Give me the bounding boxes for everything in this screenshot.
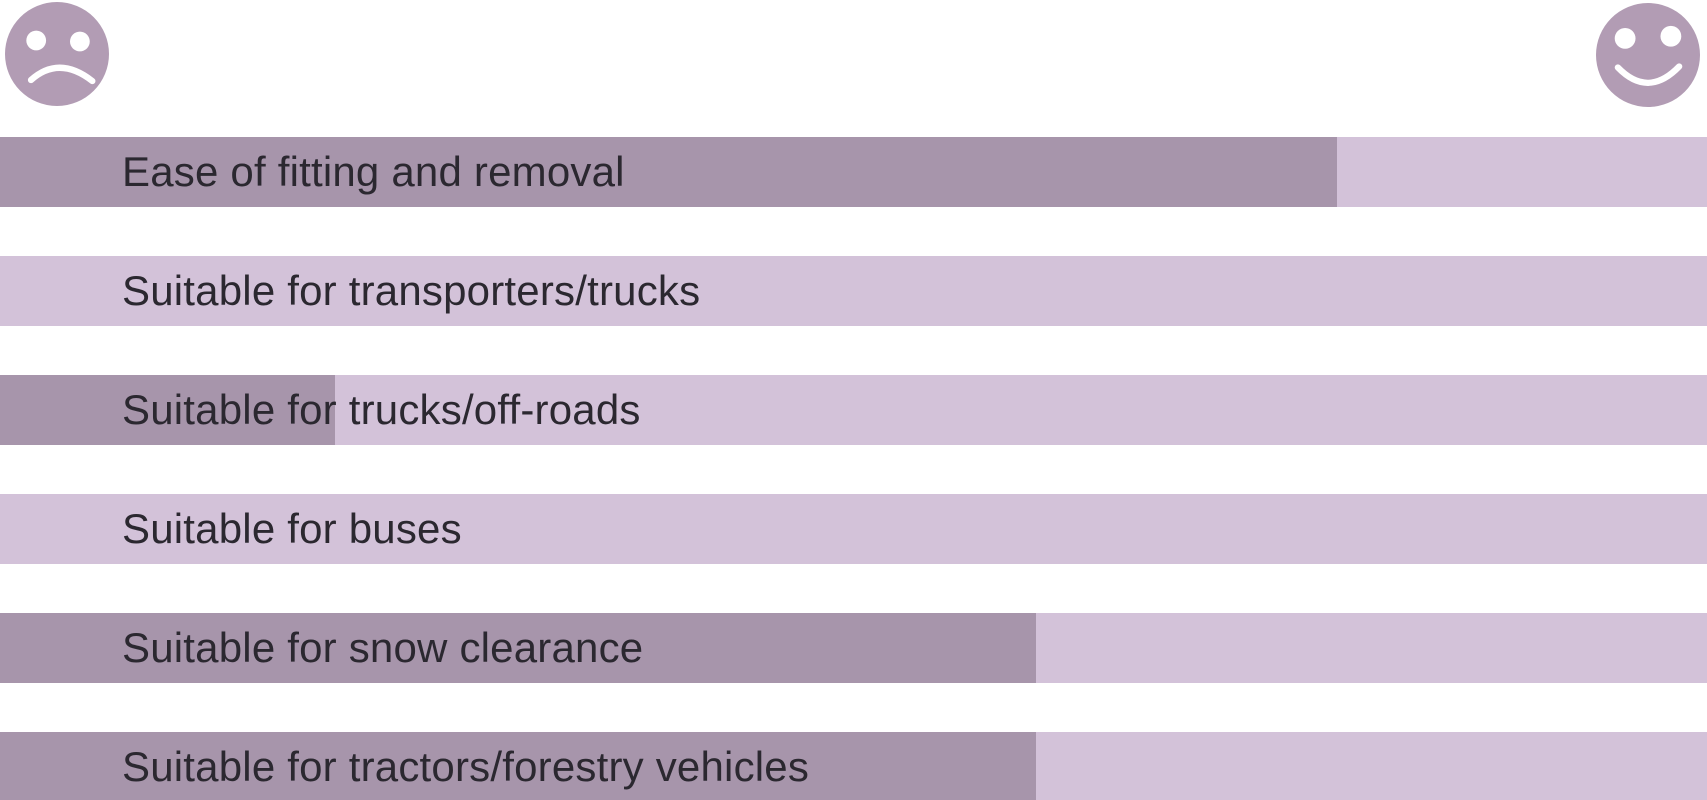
sad-face-icon [5, 2, 109, 106]
rating-label: Suitable for snow clearance [122, 624, 644, 671]
rating-label: Suitable for transporters/trucks [122, 267, 701, 314]
happy-face-icon [1596, 3, 1700, 107]
rating-row-suitable-for-buses: Suitable for buses [0, 494, 1707, 564]
rating-label: Suitable for trucks/off-roads [122, 386, 641, 433]
rating-row-suitable-for-trucks-off-roads: Suitable for trucks/off-roads [0, 375, 1707, 445]
rating-label: Ease of fitting and removal [122, 148, 625, 195]
rating-row-suitable-for-transporters-trucks: Suitable for transporters/trucks [0, 256, 1707, 326]
rating-row-ease-of-fitting-and-removal: Ease of fitting and removal [0, 137, 1707, 207]
rating-fill [0, 613, 1037, 683]
rating-row-suitable-for-snow-clearance: Suitable for snow clearance [0, 613, 1707, 683]
rating-row-suitable-for-tractors-forestry-vehicles: Suitable for tractors/forestry vehicles [0, 732, 1707, 800]
rating-label: Suitable for buses [122, 505, 462, 552]
rating-label: Suitable for tractors/forestry vehicles [122, 743, 810, 790]
rating-fill [0, 375, 335, 445]
rating-rows: Ease of fitting and removal Suitable for… [0, 137, 1707, 800]
rating-fill [0, 732, 1037, 800]
scale-header [0, 0, 1707, 137]
rating-fill [0, 137, 1337, 207]
